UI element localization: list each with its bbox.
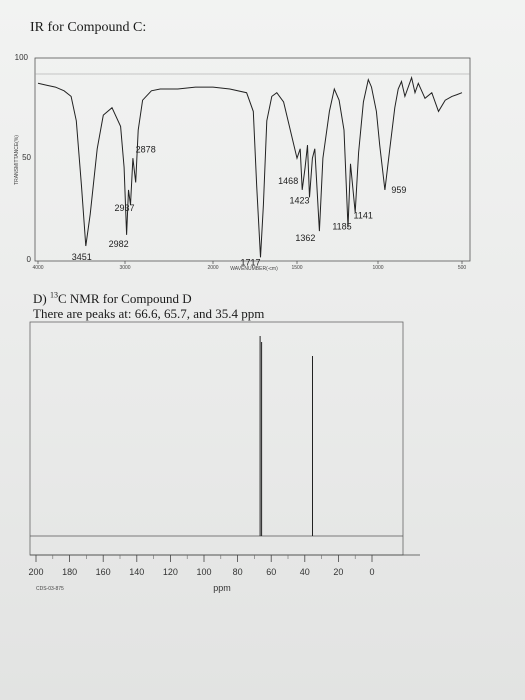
nmr-x-tick-label: 0 bbox=[369, 567, 374, 577]
nmr-plot-frame bbox=[29, 321, 404, 556]
ir-heading: IR for Compound C: bbox=[30, 20, 147, 35]
ir-x-tick-label: 1500 bbox=[291, 265, 302, 271]
nmr-heading-superscript: 13 bbox=[49, 290, 58, 300]
ir-y-mid-tick: 50 bbox=[22, 153, 31, 162]
nmr-peaks-text: There are peaks at: 66.6, 65.7, and 35.4… bbox=[33, 306, 265, 321]
ir-plot-frame bbox=[34, 57, 471, 262]
ir-y-axis-label: TRANSMITTANCE(%) bbox=[14, 135, 20, 185]
nmr-x-tick-label: 80 bbox=[233, 567, 243, 577]
ir-spectrum-chart: 100 50 0 TRANSMITTANCE(%) WAVENUMBER(-cm… bbox=[14, 53, 471, 272]
ir-peak-label: 2878 bbox=[136, 144, 156, 154]
ir-x-tick-label: 2000 bbox=[207, 265, 218, 271]
ir-y-bottom-tick: 0 bbox=[27, 255, 32, 264]
ir-peak-label: 1423 bbox=[289, 195, 309, 205]
ir-peak-label: 1362 bbox=[295, 233, 315, 243]
ir-peak-annotations: 3451 2982 2937 2878 1717 1468 1423 1362 11851141… bbox=[72, 144, 407, 267]
ir-peak-label: 1141 bbox=[354, 210, 373, 220]
nmr-x-tick-label: 140 bbox=[129, 567, 144, 577]
nmr-x-axis-label: ppm bbox=[213, 583, 231, 593]
nmr-heading: D) 13C NMR for Compound D There are peak… bbox=[33, 291, 264, 321]
ir-peak-label: 2937 bbox=[114, 203, 134, 213]
ir-x-tick-label: 3000 bbox=[119, 265, 130, 271]
nmr-peaks bbox=[259, 336, 313, 536]
nmr-x-tick-label: 120 bbox=[163, 567, 178, 577]
ir-x-tick-label: 4000 bbox=[32, 265, 43, 271]
ir-x-tick-label: 500 bbox=[458, 265, 467, 271]
ir-y-top-tick: 100 bbox=[15, 53, 29, 62]
nmr-x-tick-label: 40 bbox=[300, 567, 310, 577]
nmr-x-tick-label: 200 bbox=[28, 567, 43, 577]
nmr-x-tick-label: 160 bbox=[96, 567, 111, 577]
nmr-x-tick-label: 60 bbox=[266, 567, 276, 577]
ir-x-ticks: 4000 3000 2000 1500 1000 500 bbox=[32, 261, 466, 271]
nmr-x-tick-label: 180 bbox=[62, 567, 77, 577]
ir-peak-label: 1468 bbox=[278, 176, 298, 186]
ir-peak-label: 1185 bbox=[332, 221, 351, 231]
nmr-heading-main: C NMR for Compound D bbox=[57, 291, 192, 306]
nmr-heading-prefix: D) bbox=[33, 291, 50, 306]
nmr-sample-code: CDS-03-875 bbox=[36, 586, 64, 592]
ir-peak-label: 3451 bbox=[72, 252, 92, 262]
nmr-x-tick-label: 20 bbox=[333, 567, 343, 577]
ir-peak-label: 1717 bbox=[240, 257, 260, 267]
nmr-x-tick-label: 100 bbox=[196, 567, 211, 577]
nmr-x-ticks: 200 180 160 140 120 100 80 60 40 20 0 bbox=[28, 555, 375, 577]
ir-x-tick-label: 1000 bbox=[372, 265, 383, 271]
ir-trace-line bbox=[37, 75, 463, 258]
ir-peak-label: 959 bbox=[391, 185, 406, 195]
ir-peak-label: 2982 bbox=[109, 239, 129, 249]
ir-x-axis-label: WAVENUMBER(-cm) bbox=[230, 266, 278, 272]
